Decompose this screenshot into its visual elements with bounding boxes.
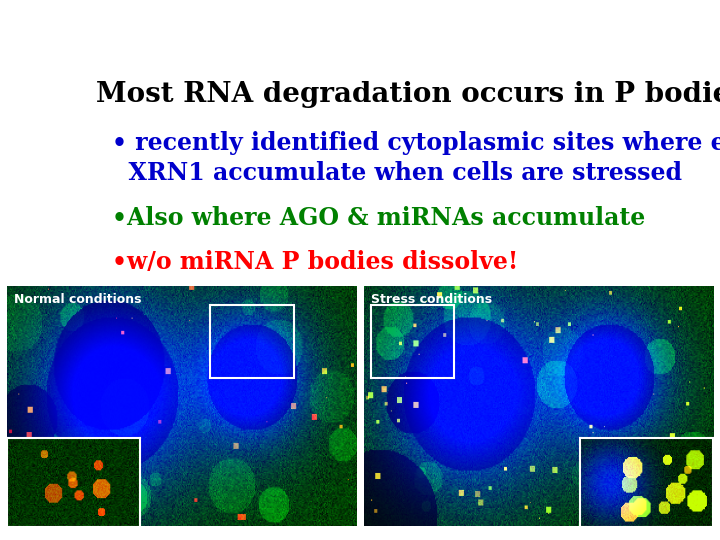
Bar bbox=[210, 306, 294, 377]
Text: •Also where AGO & miRNAs accumulate: •Also where AGO & miRNAs accumulate bbox=[112, 206, 646, 230]
Text: • recently identified cytoplasmic sites where exosomes &
  XRN1 accumulate when : • recently identified cytoplasmic sites … bbox=[112, 131, 720, 185]
Text: •w/o miRNA P bodies dissolve!: •w/o miRNA P bodies dissolve! bbox=[112, 250, 518, 274]
Text: Most RNA degradation occurs in P bodies: Most RNA degradation occurs in P bodies bbox=[96, 82, 720, 109]
Text: Stress conditions: Stress conditions bbox=[371, 293, 492, 306]
Bar bbox=[371, 306, 454, 377]
Text: Normal conditions: Normal conditions bbox=[14, 293, 142, 306]
